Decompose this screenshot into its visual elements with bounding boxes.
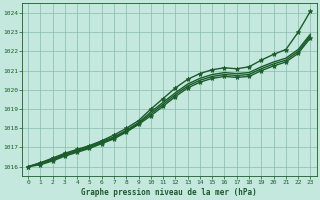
X-axis label: Graphe pression niveau de la mer (hPa): Graphe pression niveau de la mer (hPa) [81, 188, 257, 197]
